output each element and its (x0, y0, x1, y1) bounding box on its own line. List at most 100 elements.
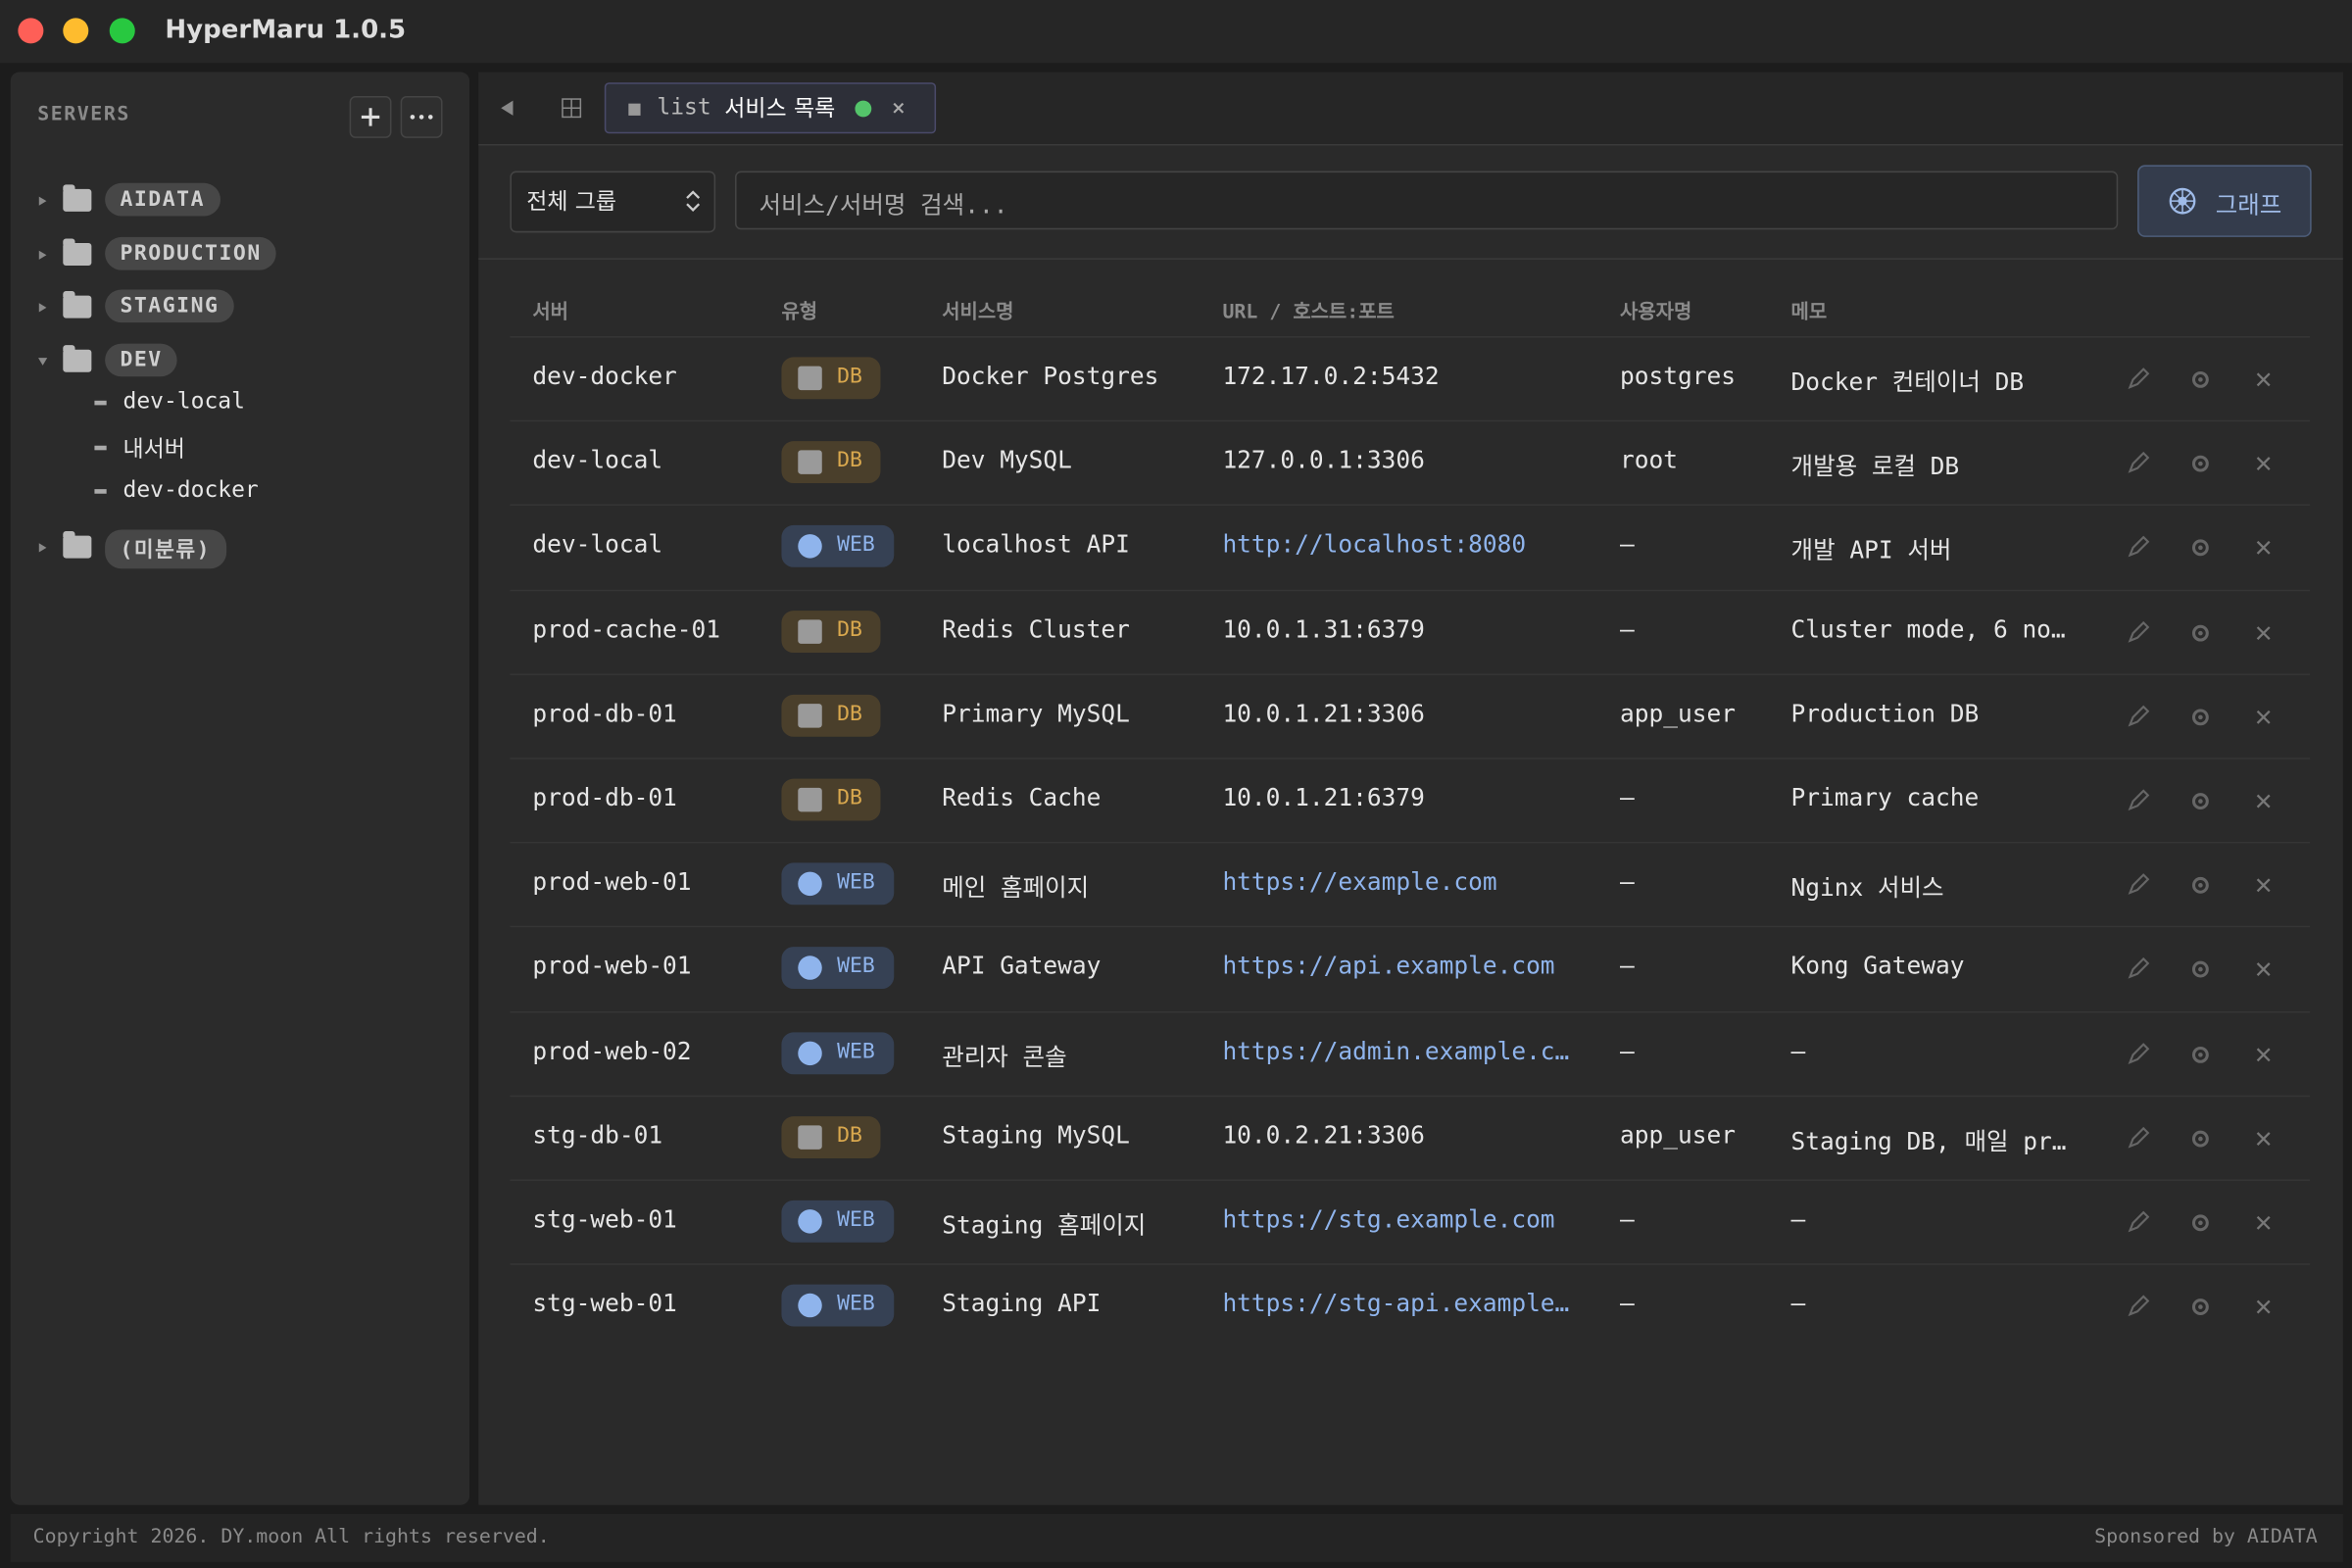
grid-icon[interactable] (557, 93, 587, 123)
table-row[interactable]: stg-db-01 Staging MySQL 10.0.2.21:3306 app_… (510, 1095, 2311, 1180)
delete-button[interactable] (2251, 536, 2275, 560)
column-header: 메모 (1790, 301, 1828, 324)
settings-button[interactable] (2188, 620, 2212, 644)
delete-button-glyph (2256, 1131, 2271, 1146)
delete-button[interactable] (2251, 1042, 2275, 1065)
delete-button[interactable] (2251, 957, 2275, 981)
edit-button[interactable] (2126, 1042, 2150, 1065)
minimize-button[interactable] (63, 18, 89, 44)
edit-button[interactable] (2126, 368, 2150, 391)
settings-button[interactable] (2188, 1127, 2212, 1151)
server-item[interactable]: dev-local (94, 387, 245, 415)
tab-icon (628, 103, 641, 116)
server-group[interactable]: PRODUCTION (11, 233, 461, 278)
table-row[interactable]: stg-web-01 Staging 홈페이지 https://stg.exampl… (510, 1179, 2311, 1264)
server-group[interactable]: STAGING (11, 286, 461, 331)
delete-button[interactable] (2251, 620, 2275, 644)
edit-button[interactable] (2126, 1126, 2150, 1151)
group-select[interactable]: 전체 그룹 (510, 171, 716, 233)
cell-memo: Primary cache (1790, 783, 1980, 812)
type-badge: WEB (781, 1031, 895, 1074)
delete-button-glyph (2256, 1047, 2271, 1061)
table-row[interactable]: prod-cache-01 Redis Cluster 10.0.1.31:6379… (510, 589, 2311, 674)
cell-server: stg-web-01 (532, 1204, 677, 1234)
type-badge: WEB (781, 1284, 895, 1327)
table-row[interactable]: stg-web-01 Staging API https://stg-api.exa… (510, 1263, 2311, 1348)
zoom-button[interactable] (109, 18, 135, 44)
cell-url: 10.0.1.21:3306 (1222, 699, 1425, 728)
settings-button[interactable] (2188, 368, 2212, 391)
type-badge: DB (781, 610, 881, 653)
edit-button[interactable] (2126, 452, 2150, 475)
settings-button[interactable] (2188, 957, 2212, 981)
edit-button[interactable] (2126, 705, 2150, 728)
folder-icon (63, 184, 92, 212)
cell-url: http://localhost:8080 (1222, 530, 1527, 560)
cell-memo: Kong Gateway (1790, 952, 1965, 981)
delete-button[interactable] (2251, 1127, 2275, 1151)
search-input[interactable]: 서비스/서버명 검색... (734, 171, 2119, 230)
back-icon[interactable] (494, 93, 524, 123)
delete-button[interactable] (2251, 873, 2275, 897)
cell-service: 메인 홈페이지 (942, 873, 1090, 903)
edit-button[interactable] (2126, 957, 2150, 981)
table-row[interactable]: prod-db-01 Redis Cache 10.0.1.21:6379 — Prim… (510, 758, 2311, 843)
settings-button[interactable] (2188, 452, 2212, 475)
type-label: WEB (837, 870, 875, 895)
cell-server: prod-web-02 (532, 1036, 692, 1065)
delete-button[interactable] (2251, 705, 2275, 728)
settings-button[interactable] (2188, 1042, 2212, 1065)
delete-button[interactable] (2251, 789, 2275, 812)
edit-button[interactable] (2126, 1295, 2150, 1319)
more-button[interactable] (400, 95, 443, 138)
edit-button-glyph (2128, 536, 2150, 559)
table-row[interactable]: prod-web-02 관리자 콘솔 https://admin.example.c… (510, 1010, 2311, 1096)
tab-close[interactable] (891, 101, 906, 116)
server-group[interactable]: AIDATA (11, 180, 461, 225)
close-button[interactable] (18, 18, 44, 44)
table-row[interactable]: dev-local localhost API http://localhost:8… (510, 505, 2311, 590)
edit-button[interactable] (2126, 873, 2150, 897)
delete-button[interactable] (2251, 1296, 2275, 1319)
cell-memo: — (1790, 1204, 1806, 1234)
edit-button[interactable] (2126, 789, 2150, 812)
settings-button[interactable] (2188, 705, 2212, 728)
type-label: WEB (837, 1207, 875, 1233)
type-icon (798, 450, 822, 475)
edit-button[interactable] (2126, 536, 2150, 560)
cell-service: Docker Postgres (942, 361, 1159, 391)
settings-button[interactable] (2188, 789, 2212, 812)
table-row[interactable]: prod-db-01 Primary MySQL 10.0.1.21:3306 app… (510, 673, 2311, 759)
delete-button[interactable] (2251, 1211, 2275, 1235)
server-item[interactable]: 내서버 (94, 431, 185, 463)
cell-server: prod-db-01 (532, 783, 677, 812)
tab[interactable]: list 서비스 목록 (604, 82, 937, 134)
cell-server: prod-cache-01 (532, 614, 721, 644)
table-row[interactable]: prod-web-01 API Gateway https://api.exampl… (510, 926, 2311, 1011)
settings-button-glyph (2191, 793, 2209, 810)
type-icon (798, 871, 822, 897)
settings-button[interactable] (2188, 1296, 2212, 1319)
edit-button[interactable] (2126, 620, 2150, 644)
column-header: 유형 (781, 301, 818, 324)
table-row[interactable]: dev-local Dev MySQL 127.0.0.1:3306 root 개발용 … (510, 419, 2311, 506)
settings-button[interactable] (2188, 873, 2212, 897)
delete-button[interactable] (2251, 452, 2275, 475)
add-button[interactable] (349, 95, 392, 138)
server-group[interactable]: (미분류) (11, 526, 461, 571)
folder-icon (63, 530, 92, 558)
search-placeholder: 서비스/서버명 검색... (759, 190, 1008, 220)
settings-button[interactable] (2188, 1211, 2212, 1235)
settings-button-glyph (2191, 1214, 2209, 1232)
type-label: WEB (837, 955, 875, 979)
edit-button[interactable] (2126, 1210, 2150, 1235)
server-group[interactable]: DEV (11, 340, 461, 385)
settings-button[interactable] (2188, 536, 2212, 560)
table-row[interactable]: dev-docker Docker Postgres 172.17.0.2:5432… (510, 335, 2311, 421)
delete-button[interactable] (2251, 368, 2275, 391)
table-row[interactable]: prod-web-01 메인 홈페이지 https://example.com — Ng… (510, 842, 2311, 927)
folder-icon (63, 344, 92, 371)
cell-service: Redis Cache (942, 783, 1102, 812)
server-item[interactable]: dev-docker (94, 475, 259, 503)
graph-button[interactable]: 그래프 (2137, 165, 2312, 237)
